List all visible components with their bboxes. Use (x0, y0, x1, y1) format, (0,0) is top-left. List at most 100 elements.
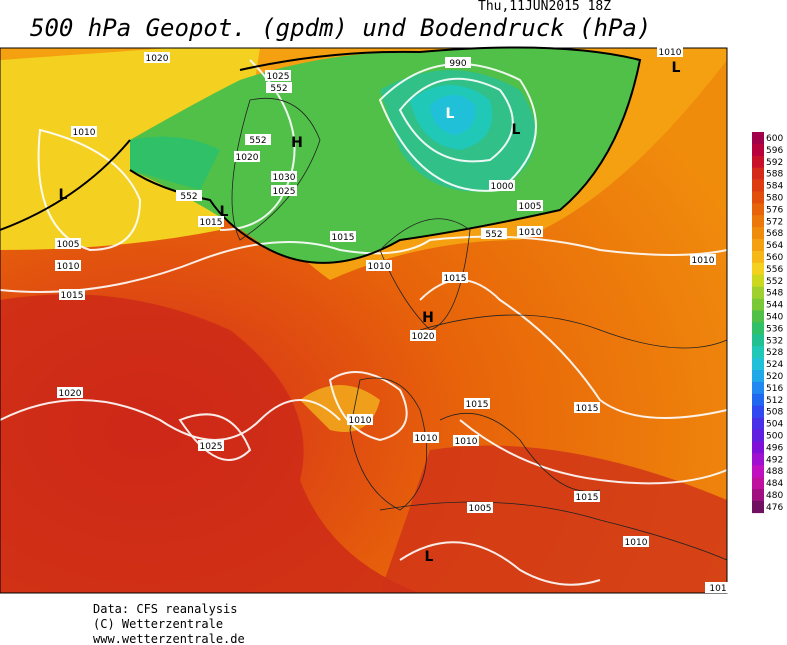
colorbar-swatch (752, 191, 764, 204)
contour-label-box (467, 502, 493, 513)
colorbar-label: 524 (766, 360, 783, 370)
colorbar-label: 576 (766, 205, 783, 215)
colorbar-swatch (752, 227, 764, 240)
datetime: Thu,11JUN2015 18Z (478, 0, 611, 14)
contour-label: 1005 (469, 504, 492, 514)
colorbar-swatch (752, 370, 764, 383)
contour-label: 1025 (273, 187, 296, 197)
contour-label: 1010 (519, 228, 542, 238)
colorbar-swatch (752, 203, 764, 216)
pressure-center: L (425, 549, 434, 565)
contour-label-box (71, 126, 97, 137)
contour-label-box (144, 52, 170, 63)
colorbar-swatch (752, 132, 764, 145)
map (0, 46, 728, 593)
contour-label-box (55, 260, 81, 271)
contour-label-box (198, 216, 224, 227)
contour-label: 552 (249, 136, 266, 146)
footer-line: Data: CFS reanalysis (93, 602, 238, 616)
colorbar-swatch (752, 429, 764, 442)
contour-label: 552 (485, 230, 502, 240)
contour-label: 1015 (332, 233, 355, 243)
contour-label-box (176, 190, 202, 201)
contour-label: 1010 (625, 538, 648, 548)
colorbar-label: 552 (766, 277, 783, 287)
colorbar-swatch (752, 143, 764, 157)
contour-label-box (55, 238, 81, 249)
contour-label: 552 (270, 84, 287, 94)
colorbar-swatch (752, 381, 764, 395)
contour-label-box (574, 402, 600, 413)
colorbar-swatch (752, 441, 764, 454)
contour-label: 1025 (200, 442, 223, 452)
contour-label-box (690, 254, 716, 265)
colorbar-label: 568 (766, 229, 783, 239)
pressure-center: L (672, 60, 681, 76)
colorbar-swatch (752, 179, 764, 192)
colorbar-swatch (752, 465, 764, 478)
contour-label: 990 (449, 59, 466, 69)
colorbar-swatch (752, 346, 764, 359)
colorbar-label: 508 (766, 408, 783, 418)
contour-label-box (623, 536, 649, 547)
colorbar-label: 488 (766, 467, 783, 477)
colorbar-swatch (752, 310, 764, 323)
contour-label: 1020 (412, 332, 435, 342)
contour-label-box (234, 151, 260, 162)
contour-label-box (517, 200, 543, 211)
colorbar-label: 592 (766, 158, 783, 168)
contour-label: 1020 (236, 153, 259, 163)
map-frame (0, 47, 728, 594)
colorbar-swatch (752, 334, 764, 347)
colorbar-label: 500 (766, 431, 783, 441)
contour-label: 1010 (57, 262, 80, 272)
contour-label: 1020 (146, 54, 169, 64)
colorbar-label: 564 (766, 241, 783, 251)
pressure-center: H (291, 135, 303, 151)
contour-label: 1005 (519, 202, 542, 212)
contour-label-box (489, 180, 515, 191)
pressure-center: L (220, 204, 229, 220)
contour-label: 1015 (444, 274, 467, 284)
contour-label-box (464, 398, 490, 409)
contour-label: 552 (180, 192, 197, 202)
contour-label: 1010 (368, 262, 391, 272)
contour-label-box (266, 82, 292, 93)
contour-label-box (271, 171, 297, 182)
contour-label: 1010 (692, 256, 715, 266)
colorbar-label: 572 (766, 217, 783, 227)
contour-label-box (445, 57, 471, 68)
colorbar-swatch (752, 286, 764, 299)
colorbar-label: 580 (766, 193, 783, 203)
contour-label-box (347, 414, 373, 425)
colorbar-label: 480 (766, 491, 783, 501)
contour-label-box (574, 491, 600, 502)
footer-line: (C) Wetterzentrale (93, 617, 223, 631)
contour-label: 1000 (491, 182, 514, 192)
colorbar-swatch (752, 298, 764, 311)
colorbar-swatch (752, 251, 764, 264)
contour-label: 1005 (57, 240, 80, 250)
footer-line: www.wetterzentrale.de (93, 632, 245, 645)
contour-label-box (245, 134, 271, 145)
contour-label: 1015 (576, 493, 599, 503)
colorbar-swatch (752, 239, 764, 252)
colorbar-label: 560 (766, 253, 783, 263)
contour-label-box (57, 387, 83, 398)
colorbar-swatch (752, 489, 764, 502)
colorbar-swatch (752, 453, 764, 466)
colorbar-label: 512 (766, 396, 783, 406)
colorbar-swatch (752, 155, 764, 168)
colorbar-swatch (752, 393, 764, 406)
pressure-center: L (446, 106, 455, 122)
contour-label-box (517, 226, 543, 237)
colorbar-swatch (752, 322, 764, 335)
colorbar-label: 496 (766, 443, 783, 453)
contour-label-box (410, 330, 436, 341)
contour-label: 101 (709, 584, 726, 594)
contour-label: 1010 (73, 128, 96, 138)
contour-label: 1010 (455, 437, 478, 447)
colorbar-label: 504 (766, 420, 783, 430)
colorbar-swatch (752, 477, 764, 490)
colorbar-label: 516 (766, 384, 783, 394)
